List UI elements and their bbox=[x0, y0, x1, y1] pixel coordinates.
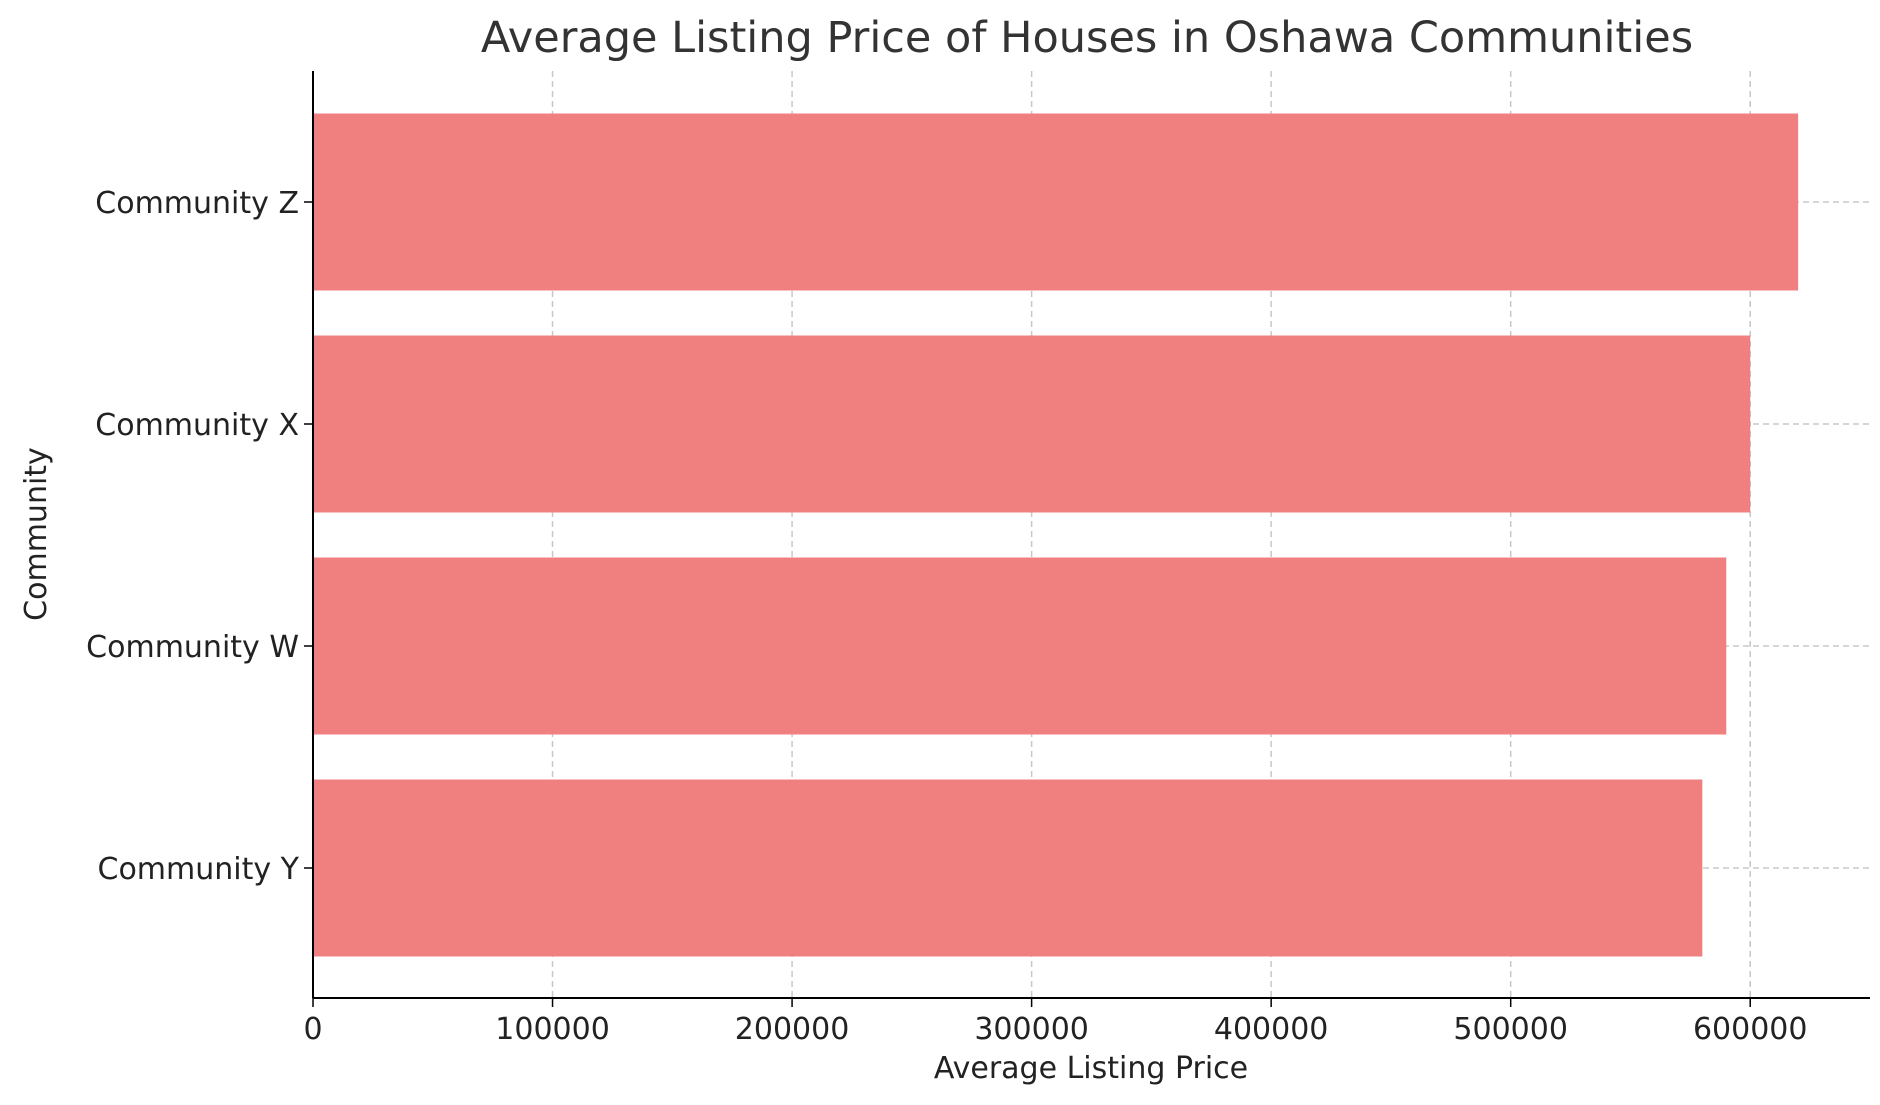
y-tick-label: Community W bbox=[86, 630, 299, 665]
x-tick-label: 100000 bbox=[495, 1012, 610, 1047]
x-tick-label: 600000 bbox=[1693, 1012, 1808, 1047]
x-tick-label: 400000 bbox=[1214, 1012, 1329, 1047]
x-tick-label: 200000 bbox=[735, 1012, 850, 1047]
bar bbox=[313, 779, 1703, 957]
y-ticks: Community Y Community W Community X Communi… bbox=[86, 186, 313, 887]
bar bbox=[313, 335, 1751, 513]
chart-title: Average Listing Price of Houses in Oshaw… bbox=[481, 13, 1693, 63]
y-tick-label: Community X bbox=[95, 408, 299, 443]
axes bbox=[312, 71, 1870, 999]
y-axis-label: Community bbox=[19, 447, 54, 621]
x-tick-label: 0 bbox=[303, 1012, 322, 1047]
x-tick-label: 500000 bbox=[1453, 1012, 1568, 1047]
y-tick-label: Community Z bbox=[95, 186, 299, 221]
bar bbox=[313, 113, 1799, 291]
x-axis-label: Average Listing Price bbox=[934, 1051, 1248, 1086]
y-tick-label: Community Y bbox=[98, 852, 300, 887]
x-ticks: 0 100000 200000 300000 400000 500000 600000 bbox=[303, 998, 1807, 1047]
bars bbox=[313, 113, 1799, 957]
x-tick-label: 300000 bbox=[974, 1012, 1089, 1047]
bar bbox=[313, 557, 1727, 735]
